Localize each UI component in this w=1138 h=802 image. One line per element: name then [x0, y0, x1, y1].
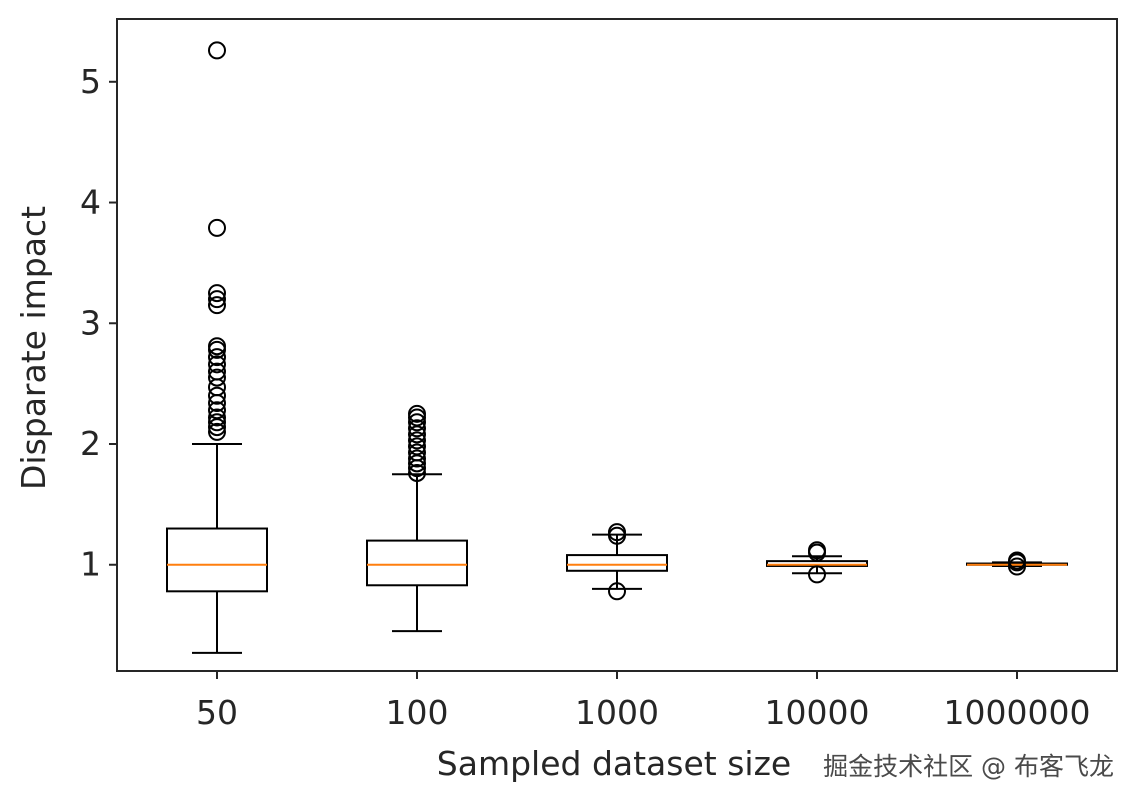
- x-tick-label: 50: [196, 693, 238, 732]
- x-tick-label: 1000000: [944, 693, 1091, 732]
- outlier-point: [208, 413, 226, 432]
- outlier-point: [208, 284, 226, 303]
- box-100: [366, 404, 468, 633]
- box-1000: [566, 523, 668, 601]
- box-10000: [766, 541, 868, 584]
- outlier-point: [208, 218, 226, 237]
- outlier-point: [808, 541, 826, 560]
- outlier-point: [208, 408, 226, 427]
- y-axis-label: Disparate impact: [14, 206, 53, 490]
- outlier-point: [408, 449, 426, 468]
- outlier-point: [408, 419, 426, 438]
- box-iqr: [166, 527, 268, 593]
- x-tick-label: 1000: [575, 693, 659, 732]
- outlier-point: [608, 582, 626, 601]
- outlier-point: [208, 401, 226, 420]
- watermark: 掘金技术社区 @ 布客飞龙: [823, 752, 1114, 781]
- y-axis: 1 2 3 4 5: [80, 62, 117, 584]
- outlier-point: [1008, 551, 1026, 570]
- x-axis: 50 100 1000 10000 1000000: [196, 671, 1090, 732]
- outlier-point: [408, 443, 426, 462]
- y-tick-label: 5: [80, 62, 101, 101]
- box-iqr: [566, 554, 668, 572]
- y-tick-label: 3: [80, 303, 101, 342]
- plot-area: [116, 18, 1118, 672]
- outlier-point: [208, 290, 226, 309]
- y-tick-label: 1: [80, 545, 101, 584]
- x-tick-label: 100: [386, 693, 449, 732]
- outlier-point: [408, 463, 426, 482]
- outlier-point: [408, 431, 426, 450]
- outlier-point: [208, 355, 226, 374]
- outlier-point: [208, 362, 226, 381]
- outlier-point: [208, 386, 226, 405]
- box-1000000: [966, 551, 1068, 576]
- outlier-point: [1008, 557, 1026, 576]
- outlier-point: [408, 413, 426, 432]
- outlier-point: [208, 41, 226, 60]
- x-tick-label: 10000: [765, 693, 870, 732]
- outlier-point: [208, 337, 226, 356]
- y-tick-label: 4: [80, 183, 101, 222]
- outlier-point: [808, 565, 826, 584]
- outlier-point: [208, 422, 226, 441]
- outlier-point: [208, 348, 226, 367]
- outlier-point: [208, 296, 226, 315]
- box-iqr: [366, 539, 468, 587]
- outlier-point: [408, 404, 426, 423]
- box-50: [166, 41, 268, 654]
- outlier-point: [208, 368, 226, 387]
- y-tick-label: 2: [80, 424, 101, 463]
- outlier-point: [608, 523, 626, 542]
- box-series: [166, 41, 1068, 654]
- x-axis-label: Sampled dataset size: [437, 744, 791, 783]
- outlier-point: [408, 437, 426, 456]
